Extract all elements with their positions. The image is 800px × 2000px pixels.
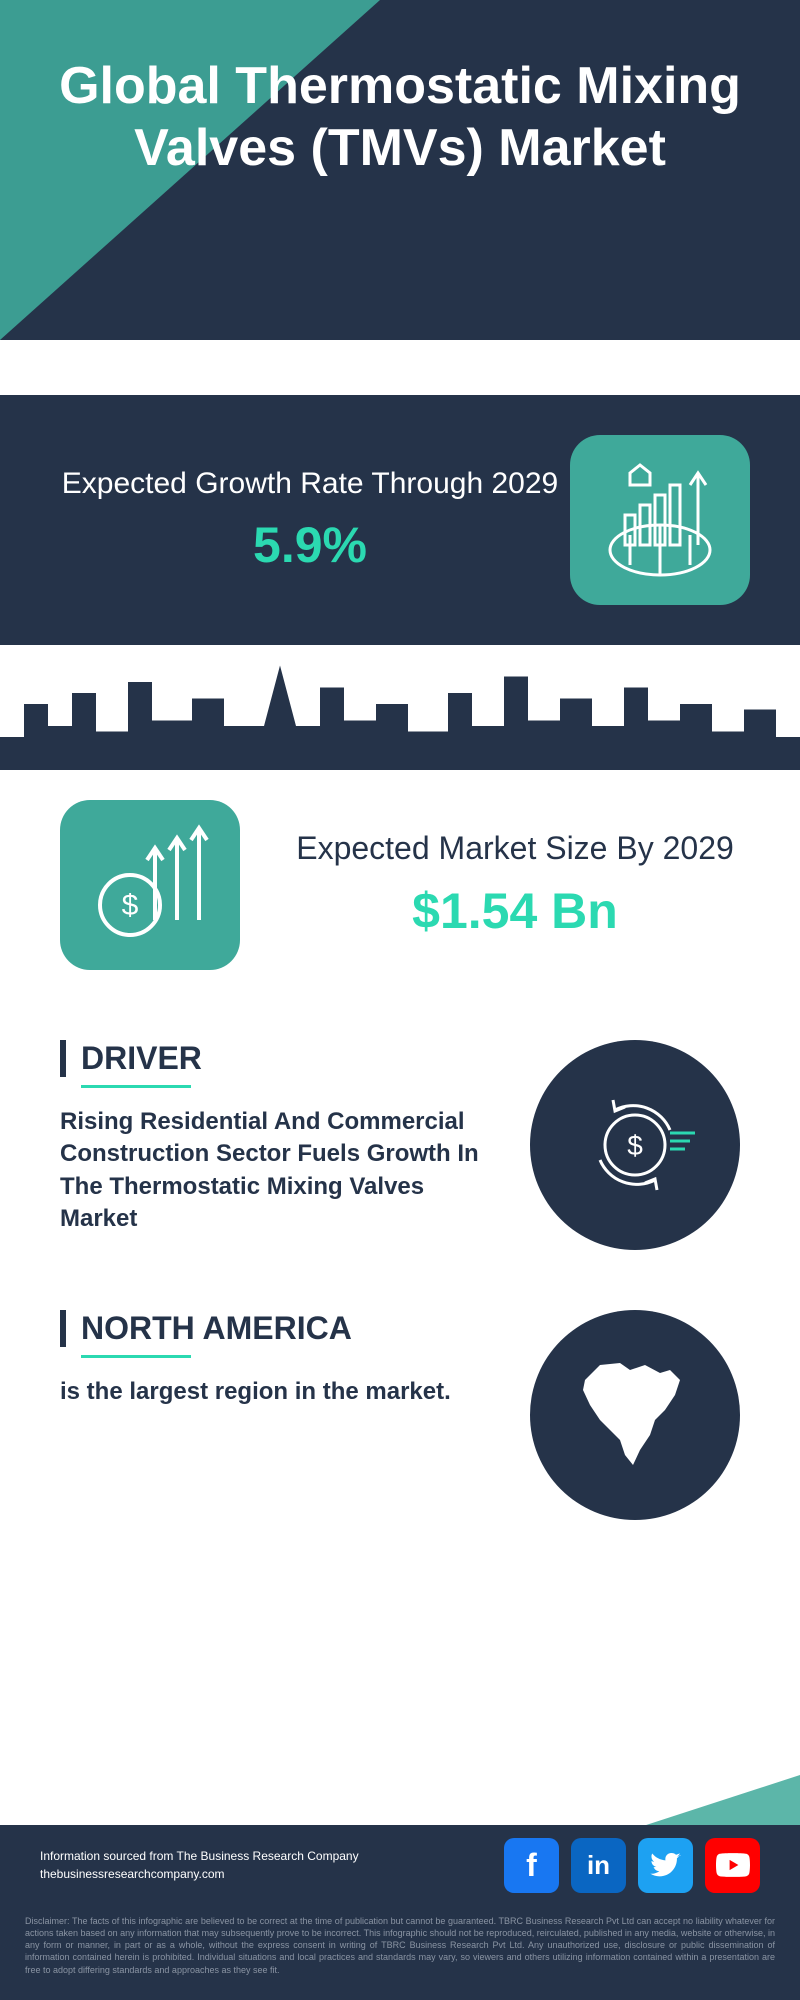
region-body: is the largest region in the market. <box>60 1376 490 1408</box>
footer: Information sourced from The Business Re… <box>0 1760 800 2000</box>
skyline-decoration <box>0 660 800 770</box>
growth-text: Expected Growth Rate Through 2029 5.9% <box>50 467 570 574</box>
page-title: Global Thermostatic Mixing Valves (TMVs)… <box>0 0 800 180</box>
header: Global Thermostatic Mixing Valves (TMVs)… <box>0 0 800 370</box>
region-text: NORTH AMERICA is the largest region in t… <box>60 1310 490 1408</box>
svg-text:$: $ <box>627 1130 643 1161</box>
footer-line1: Information sourced from The Business Re… <box>40 1847 359 1865</box>
market-size-value: $1.54 Bn <box>290 882 740 940</box>
driver-text: DRIVER Rising Residential And Commercial… <box>60 1040 490 1236</box>
market-size-text: Expected Market Size By 2029 $1.54 Bn <box>290 830 740 940</box>
money-flow-icon: $ <box>530 1040 740 1250</box>
twitter-icon[interactable] <box>638 1838 693 1893</box>
market-size-label: Expected Market Size By 2029 <box>290 830 740 867</box>
footer-source: Information sourced from The Business Re… <box>40 1847 359 1883</box>
svg-text:$: $ <box>122 889 139 922</box>
facebook-icon[interactable]: f <box>504 1838 559 1893</box>
footer-line2: thebusinessresearchcompany.com <box>40 1865 359 1883</box>
driver-row: DRIVER Rising Residential And Commercial… <box>0 1020 800 1270</box>
footer-band: Information sourced from The Business Re… <box>0 1825 800 1905</box>
driver-heading: DRIVER <box>60 1040 490 1077</box>
youtube-icon[interactable] <box>705 1838 760 1893</box>
disclaimer-text: Disclaimer: The facts of this infographi… <box>0 1905 800 2000</box>
region-heading: NORTH AMERICA <box>60 1310 490 1347</box>
region-underline <box>81 1355 191 1358</box>
growth-label: Expected Growth Rate Through 2029 <box>50 467 570 501</box>
region-row: NORTH AMERICA is the largest region in t… <box>0 1290 800 1540</box>
growth-rate-band: Expected Growth Rate Through 2029 5.9% <box>0 395 800 645</box>
market-size-section: $ Expected Market Size By 2029 $1.54 Bn <box>0 770 800 1020</box>
growth-value: 5.9% <box>50 516 570 574</box>
social-links: f in <box>504 1838 760 1893</box>
dollar-growth-icon: $ <box>60 800 240 970</box>
north-america-map-icon <box>530 1310 740 1520</box>
driver-body: Rising Residential And Commercial Constr… <box>60 1106 490 1236</box>
growth-chart-icon <box>570 435 750 605</box>
driver-underline <box>81 1085 191 1088</box>
linkedin-icon[interactable]: in <box>571 1838 626 1893</box>
